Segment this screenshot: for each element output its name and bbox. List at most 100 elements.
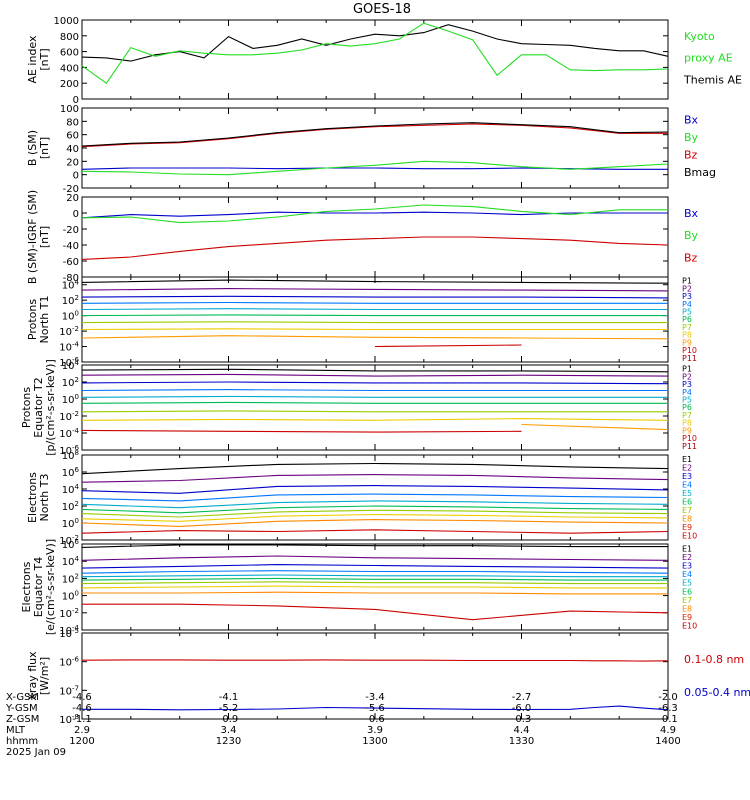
- series-p4: [81, 389, 668, 392]
- footer-label-ygsm: Y-GSM: [5, 703, 38, 714]
- y-tick-label: 10-4: [59, 427, 79, 440]
- footer-value: 3.4: [221, 725, 237, 736]
- footer-value: 1200: [69, 736, 94, 747]
- series-p6: [81, 314, 668, 317]
- series-by: [81, 204, 668, 224]
- y-axis-label: Equator T4: [32, 557, 45, 617]
- y-tick-label: 10-2: [59, 607, 79, 620]
- y-tick-label: -60: [63, 257, 79, 268]
- legend-entry: E2: [682, 553, 692, 562]
- series-bmag: [81, 122, 669, 147]
- series-e8: [81, 513, 669, 522]
- y-tick-label: 400: [60, 63, 79, 74]
- legend-entry: P10: [682, 434, 697, 443]
- y-tick-label: 10-8: [59, 713, 79, 726]
- legend-entry: E5: [682, 579, 692, 588]
- panel-7: 106 104 102 100 10-2 10-4 Electrons Equator T4[…: [20, 538, 697, 637]
- orbit-footer: X-GSM Y-GSM Z-GSM MLT hhmm 2025 Jan 09 -…: [5, 692, 681, 758]
- footer-label-hhmm: hhmm: [6, 736, 38, 747]
- y-tick-label: 0: [73, 209, 79, 220]
- legend-entry: E6: [682, 587, 692, 596]
- y-axis-label: AE index: [26, 35, 39, 84]
- legend-entry: proxy AE: [684, 52, 733, 65]
- y-tick-label: 106: [62, 538, 80, 551]
- footer-label-xgsm: X-GSM: [6, 692, 39, 703]
- y-axis-label: [e/(cm²-s-sr-keV)]: [44, 539, 57, 635]
- footer-value: 2.9: [74, 725, 90, 736]
- legend-entry: E4: [682, 481, 692, 490]
- y-tick-label: -20: [63, 184, 79, 195]
- y-tick-label: 60: [66, 131, 79, 142]
- series-p8: [81, 328, 668, 331]
- legend-entry: Bz: [684, 148, 698, 161]
- series-p10: [81, 429, 522, 433]
- series-p1: [81, 279, 669, 284]
- footer-value: -4.6: [72, 703, 92, 714]
- legend-entry: P8: [682, 419, 692, 428]
- legend-entry: Bx: [684, 207, 699, 220]
- panel-1: 0 200 400 600 800 1000 AE index [nT] Kyoto proxy …: [26, 16, 742, 106]
- legend-entry: E3: [682, 472, 692, 481]
- series-e4: [81, 493, 669, 502]
- legend-entry: E10: [682, 622, 697, 631]
- series-p5: [81, 395, 668, 398]
- y-tick-label: 10-7: [59, 684, 79, 697]
- legend-entry: E7: [682, 596, 692, 605]
- y-tick-label: 10-6: [59, 444, 79, 457]
- series-e10: [81, 529, 669, 534]
- series-p3: [81, 381, 669, 385]
- y-tick-label: 102: [62, 376, 79, 389]
- y-axis-label: B (SM): [26, 130, 39, 166]
- legend-entry: P2: [682, 372, 692, 381]
- legend-entry: P4: [682, 300, 692, 309]
- legend-entry: E8: [682, 605, 692, 614]
- y-tick-label: -80: [63, 273, 79, 284]
- y-axis-label: [nT]: [38, 137, 51, 159]
- series-p3: [81, 295, 669, 299]
- y-axis-label: B (SM)-IGRF (SM): [26, 190, 39, 284]
- legend-entry: E9: [682, 523, 692, 532]
- series-e6: [81, 505, 669, 514]
- panel-frame: [81, 454, 669, 541]
- y-axis-label: [nT]: [38, 226, 51, 248]
- legend-entry: By: [684, 131, 699, 144]
- legend-entry: P5: [682, 395, 692, 404]
- y-axis-label: Protons: [26, 299, 39, 340]
- y-axis-label: Xray flux: [26, 651, 39, 701]
- series-e1: [81, 462, 669, 475]
- y-tick-label: 10-2: [59, 534, 79, 547]
- y-tick-label: 20: [66, 193, 79, 204]
- legend-entry: P8: [682, 331, 692, 340]
- y-axis-label: North T1: [38, 296, 51, 344]
- series-0-05-0-4-nm: [82, 705, 669, 711]
- y-tick-label: 1000: [54, 16, 79, 27]
- y-axis-label: [W/m²]: [38, 657, 51, 695]
- y-tick-label: 80: [66, 117, 79, 128]
- series-e2: [81, 555, 669, 561]
- footer-value: -2.7: [512, 692, 532, 703]
- panel-frame: [81, 19, 669, 100]
- legend-entry: E8: [682, 515, 692, 524]
- panel-5: 104 102 100 10-2 10-4 10-6 Protons Equator T2 [p…: [20, 359, 697, 457]
- legend-entry: P7: [682, 411, 692, 420]
- footer-value: 3.9: [367, 725, 383, 736]
- series-p7: [81, 410, 668, 413]
- series-p9: [521, 423, 669, 431]
- series-e8: [81, 585, 668, 589]
- legend-entry: 0.1-0.8 nm: [684, 653, 744, 666]
- figure-title: GOES-18: [353, 2, 411, 17]
- legend-entry: Kyoto: [684, 30, 715, 43]
- legend-entry: E1: [682, 455, 692, 464]
- series-e4: [81, 570, 669, 574]
- y-tick-label: 100: [62, 517, 79, 530]
- legend-entry: P2: [682, 284, 692, 293]
- y-tick-label: 102: [62, 294, 79, 307]
- y-tick-label: 800: [60, 32, 79, 43]
- series-p9: [81, 335, 669, 340]
- y-tick-label: 600: [60, 48, 79, 59]
- legend-entry: 0.05-0.4 nm: [684, 686, 750, 699]
- y-tick-label: 0: [73, 171, 79, 182]
- series-p5: [81, 308, 668, 311]
- legend-entry: Bz: [684, 251, 698, 264]
